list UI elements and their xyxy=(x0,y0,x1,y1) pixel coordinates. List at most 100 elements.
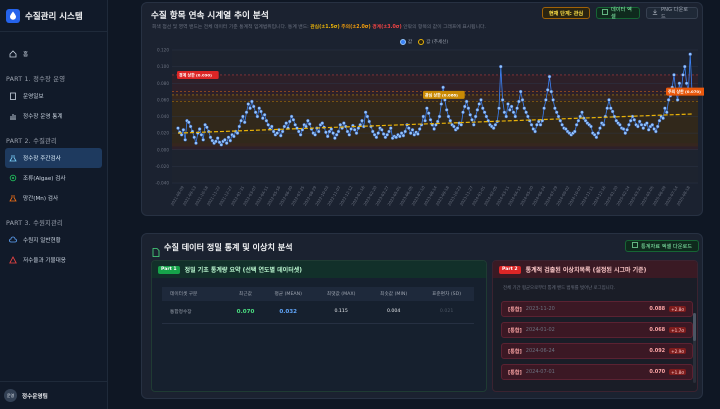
sidebar-item-daily-report[interactable]: 운영일보 xyxy=(5,86,102,106)
data-point xyxy=(641,126,646,130)
data-point xyxy=(291,118,296,122)
data-point xyxy=(542,106,546,110)
excel-icon xyxy=(632,242,638,250)
excel-button[interactable]: 데이터 엑셀 xyxy=(596,7,640,20)
outlier-sigma: +2.8σ xyxy=(669,306,686,312)
data-point xyxy=(383,135,388,140)
data-point xyxy=(596,131,601,135)
data-point xyxy=(345,129,350,134)
data-point xyxy=(536,119,541,124)
algae-icon xyxy=(8,174,17,183)
user-profile[interactable]: 운영 정수운영팀 xyxy=(0,381,108,409)
data-point xyxy=(397,134,402,139)
data-point xyxy=(614,118,619,123)
data-point xyxy=(484,114,489,119)
data-point xyxy=(416,132,420,136)
stage-button[interactable]: 현재 단계: 관심 xyxy=(542,7,590,19)
sidebar-item-home[interactable]: 홈 xyxy=(5,44,102,64)
png-button-label: PNG 다운로드 xyxy=(661,7,688,20)
sidebar-item-manganese-test[interactable]: 망간(Mn) 검사 xyxy=(5,188,102,208)
data-point xyxy=(526,114,530,119)
outlier-scroll-thumb[interactable] xyxy=(693,313,696,341)
outlier-name: [통합] xyxy=(508,327,522,334)
data-point xyxy=(296,129,301,134)
outlier-item[interactable]: [통합] 2024-01-02 0.068 +1.7σ xyxy=(501,322,693,338)
subtitle-post: 안팎의 항목의 값이 그래프에 표시됩니다. xyxy=(403,25,486,30)
outlier-sigma: +2.9σ xyxy=(669,348,686,354)
band-label-caution: 주의(±2.0σ) xyxy=(341,25,371,30)
data-point xyxy=(446,114,451,119)
data-point xyxy=(425,106,429,110)
data-point xyxy=(551,98,555,102)
data-point xyxy=(203,123,207,127)
data-point xyxy=(278,133,283,138)
data-point xyxy=(607,98,611,102)
data-point xyxy=(688,52,693,57)
png-download-button[interactable]: PNG 다운로드 xyxy=(646,7,698,20)
data-point xyxy=(654,129,658,134)
nav-section-part1: PART 1. 정수장 운영 xyxy=(6,75,66,83)
outlier-item[interactable]: [통합] 2024-07-01 0.070 +1.8σ xyxy=(501,364,693,380)
sidebar-item-label: 홈 xyxy=(23,52,29,58)
data-point xyxy=(325,134,330,139)
col-header: 최근값 xyxy=(228,287,263,301)
sidebar-item-weekly-test[interactable]: 정수장 주간검사 xyxy=(5,148,102,168)
data-point xyxy=(201,137,206,142)
stats-download-button[interactable]: 통계자료 엑셀 다운로드 xyxy=(625,240,699,252)
data-point xyxy=(275,131,279,135)
user-name: 정수운영팀 xyxy=(22,393,48,400)
data-point xyxy=(497,106,501,110)
sidebar-item-label: 조류(Algae) 검사 xyxy=(23,176,66,182)
data-point xyxy=(517,99,521,104)
sidebar-item-plant-stats[interactable]: 정수장 운영 통계 xyxy=(5,106,102,126)
data-point xyxy=(518,89,523,94)
nav-section-part2: PART 2. 수질관리 xyxy=(6,137,58,145)
data-point xyxy=(448,118,453,123)
chart-subtitle: 회색 점선 및 영역 밴드는 전체 데이터 기준 통계적 임계범위입니다. 통계… xyxy=(152,23,486,30)
brand[interactable]: 수질관리 시스템 xyxy=(0,0,107,32)
bar-chart-icon xyxy=(8,112,17,121)
data-point xyxy=(677,81,682,86)
data-point xyxy=(331,131,335,135)
legend-item-value[interactable]: 값 xyxy=(400,39,412,45)
data-point xyxy=(547,74,552,79)
part1-badge: Part 1 xyxy=(158,265,180,274)
home-icon xyxy=(8,50,17,59)
data-point xyxy=(444,108,449,112)
outlier-item[interactable]: [통합] 2023-11-20 0.088 +2.8σ xyxy=(501,301,693,317)
data-point xyxy=(394,135,398,140)
data-point xyxy=(253,110,258,115)
part2-badge: Part 2 xyxy=(499,265,521,274)
data-point xyxy=(374,135,379,140)
data-point xyxy=(251,104,256,109)
outlier-scrollbar[interactable] xyxy=(693,313,696,383)
col-header: 데이터셋 구분 xyxy=(162,287,229,301)
data-point xyxy=(625,128,629,132)
data-point xyxy=(316,129,321,134)
data-point xyxy=(197,127,202,131)
beaker-icon xyxy=(8,194,17,203)
outlier-item[interactable]: [통합] 2024-06-24 0.092 +2.9σ xyxy=(501,343,693,359)
data-point xyxy=(417,127,422,131)
data-point xyxy=(327,129,332,134)
sidebar-item-storage-response[interactable]: 저수율과 기물대응 xyxy=(5,250,102,270)
chart-legend: 값 값 (추세선) xyxy=(400,39,448,45)
sidebar-item-label: 저수율과 기물대응 xyxy=(23,258,66,264)
band-label-warning: 경계(±3.0σ) xyxy=(372,25,402,30)
sidebar-item-algae-test[interactable]: 조류(Algae) 검사 xyxy=(5,168,102,188)
threshold-label-bg xyxy=(177,70,219,79)
data-point xyxy=(347,132,352,137)
data-point xyxy=(428,118,433,122)
data-point xyxy=(293,123,297,127)
legend-label-trend: 값 (추세선) xyxy=(426,40,449,45)
data-point xyxy=(598,126,602,130)
data-point xyxy=(282,124,287,129)
data-point xyxy=(181,128,186,132)
sidebar-item-source-status[interactable]: 수원지 일반현황 xyxy=(5,230,102,250)
data-point xyxy=(683,64,687,69)
avatar: 운영 xyxy=(4,389,17,402)
download-icon xyxy=(652,9,658,17)
legend-item-trend[interactable]: 값 (추세선) xyxy=(418,39,448,45)
chart-card: 0.120 0.100 0.080 0.060 0.040 0.020 0.000 -0.02… xyxy=(141,2,704,216)
data-point xyxy=(289,114,294,119)
